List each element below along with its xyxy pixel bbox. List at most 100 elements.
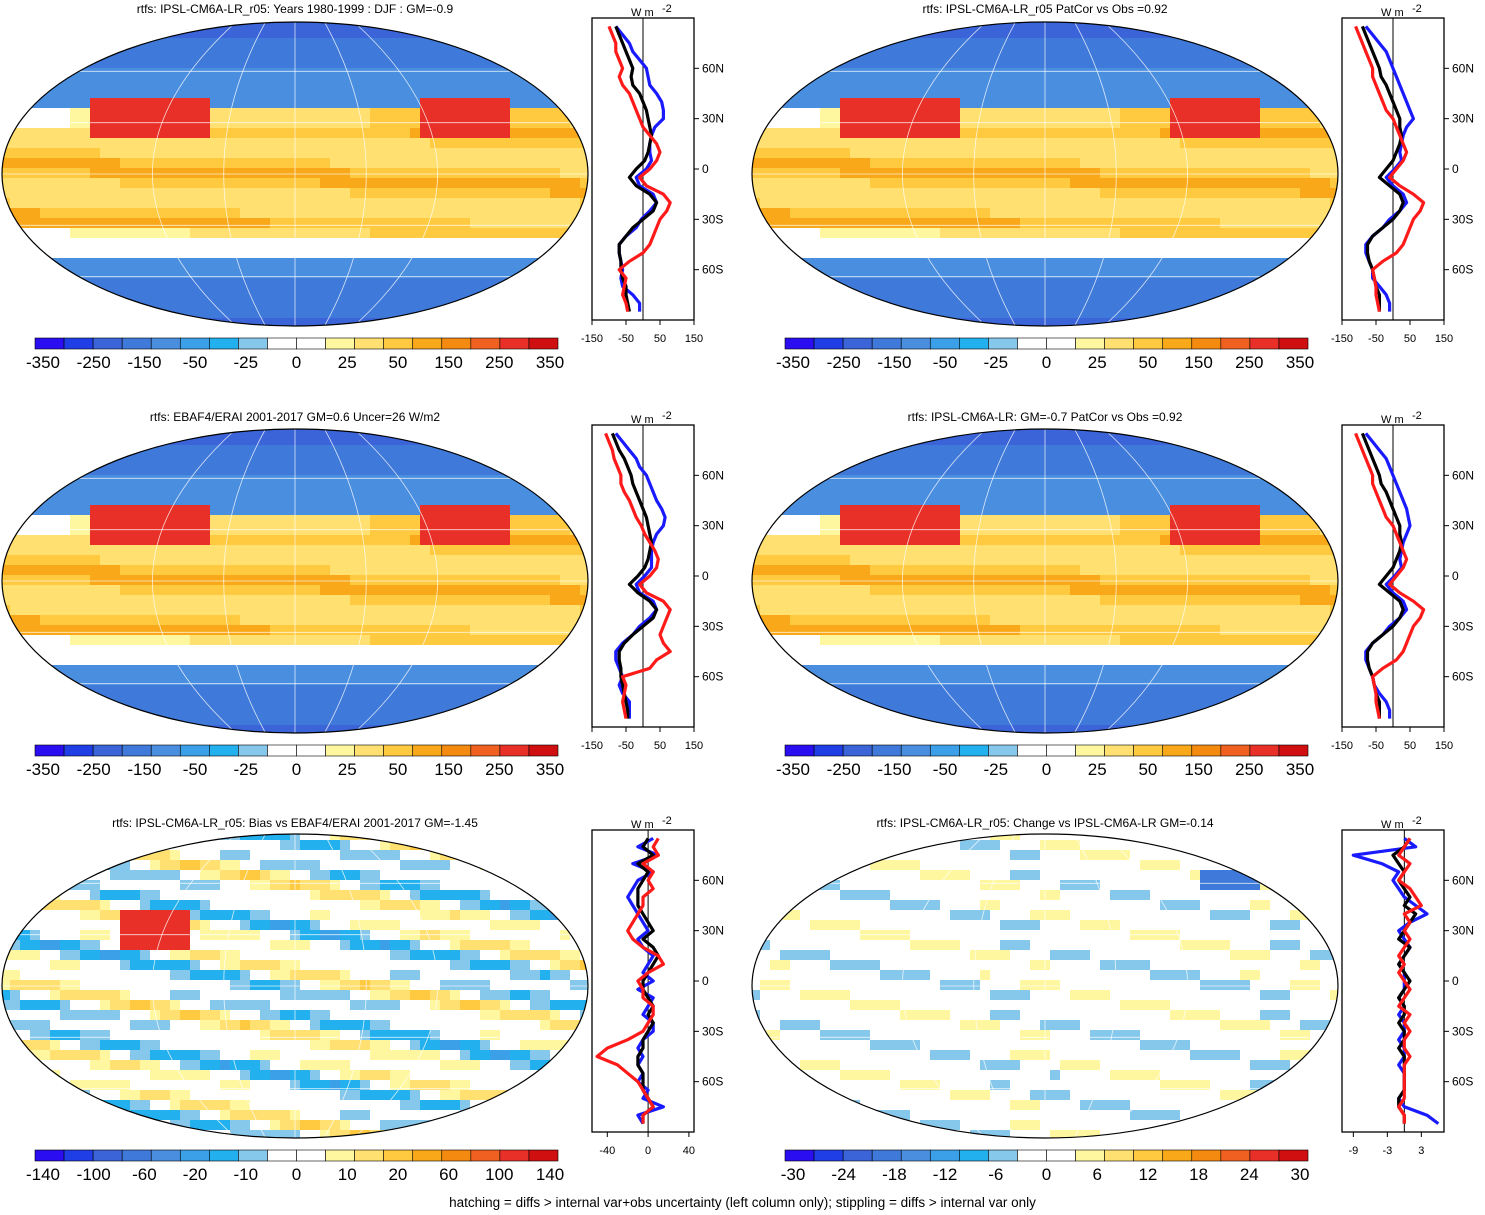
colorbar: -350 -250 -150 -50 -25 0 25 50 150 250 350 bbox=[776, 744, 1314, 779]
colorbar-swatch bbox=[150, 337, 181, 350]
colorbar-swatch bbox=[1017, 337, 1047, 350]
zonal-series-black bbox=[614, 25, 659, 312]
lat-tick-label: 0 bbox=[1452, 569, 1459, 583]
colorbar-label: 50 bbox=[388, 760, 407, 779]
lat-tick-label: 0 bbox=[702, 569, 709, 583]
zonal-xtick-label: -40 bbox=[599, 1145, 615, 1157]
colorbar-swatch bbox=[988, 744, 1018, 757]
colorbar-swatch bbox=[1133, 1149, 1164, 1162]
zonal-profile: W m -2 60N 30N 0 30S 60S -150 -50 50 150 bbox=[581, 3, 724, 345]
colorbar-label: -350 bbox=[26, 760, 60, 779]
zonal-series-blue bbox=[626, 836, 665, 1125]
zonal-unit-exp: -2 bbox=[1412, 410, 1422, 422]
colorbar-label: -25 bbox=[984, 760, 1009, 779]
colorbar-swatch bbox=[325, 744, 355, 757]
colorbar-swatch bbox=[1133, 337, 1164, 350]
map-title: rtfs: IPSL-CM6A-LR_r05: Bias vs EBAF4/ER… bbox=[112, 816, 478, 830]
colorbar-swatch bbox=[63, 1149, 94, 1162]
colorbar-label: 350 bbox=[536, 353, 564, 372]
map-border bbox=[1, 833, 589, 1139]
colorbar-label: 50 bbox=[1138, 353, 1157, 372]
zonal-unit-exp: -2 bbox=[662, 410, 672, 422]
colorbar-swatch bbox=[528, 1149, 559, 1162]
colorbar-swatch bbox=[412, 1149, 443, 1162]
colorbar-swatch bbox=[383, 1149, 414, 1162]
colorbar-label: 0 bbox=[292, 353, 301, 372]
colorbar-label: 150 bbox=[1184, 760, 1212, 779]
zonal-unit: W m bbox=[1381, 7, 1404, 19]
colorbar-label: -60 bbox=[132, 1165, 157, 1184]
lat-tick-label: 30S bbox=[1452, 619, 1473, 633]
graticule-lon bbox=[973, 429, 1016, 733]
colorbar-swatch bbox=[900, 337, 931, 350]
colorbar-label: -24 bbox=[831, 1165, 856, 1184]
colorbar-label: -50 bbox=[183, 353, 208, 372]
zonal-xtick-label: 50 bbox=[1404, 333, 1416, 345]
graticule-lon bbox=[324, 834, 367, 1138]
colorbar-swatch bbox=[784, 744, 815, 757]
graticule-lon bbox=[902, 22, 987, 326]
colorbar-swatch bbox=[441, 337, 472, 350]
graticule-lon bbox=[1074, 429, 1117, 733]
colorbar-label: -250 bbox=[77, 760, 111, 779]
colorbar-swatch bbox=[1220, 337, 1251, 350]
lat-tick-label: 60S bbox=[702, 1075, 723, 1089]
zonal-series-red bbox=[607, 25, 672, 312]
colorbar-label: 250 bbox=[1235, 760, 1263, 779]
colorbar-swatch bbox=[354, 337, 384, 350]
colorbar-swatch bbox=[121, 1149, 152, 1162]
colorbar-swatch bbox=[1278, 1149, 1309, 1162]
zonal-unit: W m bbox=[1381, 819, 1404, 831]
colorbar-swatch bbox=[470, 337, 501, 350]
zonal-unit: W m bbox=[631, 414, 654, 426]
colorbar-swatch bbox=[499, 1149, 530, 1162]
colorbar-label: 30 bbox=[1291, 1165, 1310, 1184]
colorbar-swatch bbox=[929, 337, 960, 350]
colorbar-swatch bbox=[470, 744, 501, 757]
colorbar-label: 0 bbox=[292, 760, 301, 779]
map-title: rtfs: IPSL-CM6A-LR_r05: Change vs IPSL-C… bbox=[876, 816, 1214, 830]
zonal-xtick-label: 150 bbox=[1435, 333, 1453, 345]
colorbar-swatch bbox=[1249, 1149, 1280, 1162]
map-border bbox=[751, 21, 1339, 327]
colorbar-swatch bbox=[1220, 1149, 1251, 1162]
graticule-lon bbox=[902, 429, 987, 733]
colorbar-swatch bbox=[528, 744, 559, 757]
graticule-lon bbox=[223, 22, 266, 326]
colorbar-swatch bbox=[296, 1149, 326, 1162]
colorbar-swatch bbox=[784, 337, 815, 350]
lat-tick-label: 30N bbox=[702, 112, 724, 126]
colorbar-label: -10 bbox=[234, 1165, 259, 1184]
lat-tick-label: 30S bbox=[1452, 212, 1473, 226]
colorbar-label: 0 bbox=[292, 1165, 301, 1184]
zonal-series-red bbox=[604, 432, 672, 719]
colorbar-swatch bbox=[92, 744, 123, 757]
colorbar-swatch bbox=[813, 1149, 844, 1162]
colorbar-label: 100 bbox=[485, 1165, 513, 1184]
lat-tick-label: 60N bbox=[702, 468, 724, 482]
colorbar-swatch bbox=[528, 337, 559, 350]
colorbar-swatch bbox=[842, 337, 873, 350]
colorbar-swatch bbox=[121, 337, 152, 350]
colorbar-label: -100 bbox=[77, 1165, 111, 1184]
colorbar-label: 50 bbox=[388, 353, 407, 372]
colorbar-swatch bbox=[150, 1149, 181, 1162]
colorbar-swatch bbox=[354, 744, 384, 757]
colorbar-swatch bbox=[267, 1149, 297, 1162]
zonal-unit-exp: -2 bbox=[662, 815, 672, 827]
footer-note: hatching = diffs > internal var+obs unce… bbox=[449, 1195, 1036, 1210]
lat-tick-label: 60N bbox=[1452, 61, 1474, 75]
colorbar-label: 150 bbox=[434, 353, 462, 372]
zonal-frame bbox=[1341, 829, 1445, 1133]
colorbar-label: -12 bbox=[933, 1165, 958, 1184]
colorbar-swatch bbox=[267, 337, 297, 350]
colorbar-swatch bbox=[1075, 1149, 1105, 1162]
colorbar-swatch bbox=[412, 337, 443, 350]
colorbar-label: 18 bbox=[1189, 1165, 1208, 1184]
zonal-xtick-label: -50 bbox=[1368, 333, 1384, 345]
colorbar-label: 250 bbox=[1235, 353, 1263, 372]
graticule-lon bbox=[324, 429, 367, 733]
zonal-xtick-label: -50 bbox=[1368, 740, 1384, 752]
zonal-unit-exp: -2 bbox=[662, 3, 672, 15]
map-title: rtfs: IPSL-CM6A-LR_r05: Years 1980-1999 … bbox=[136, 2, 454, 16]
